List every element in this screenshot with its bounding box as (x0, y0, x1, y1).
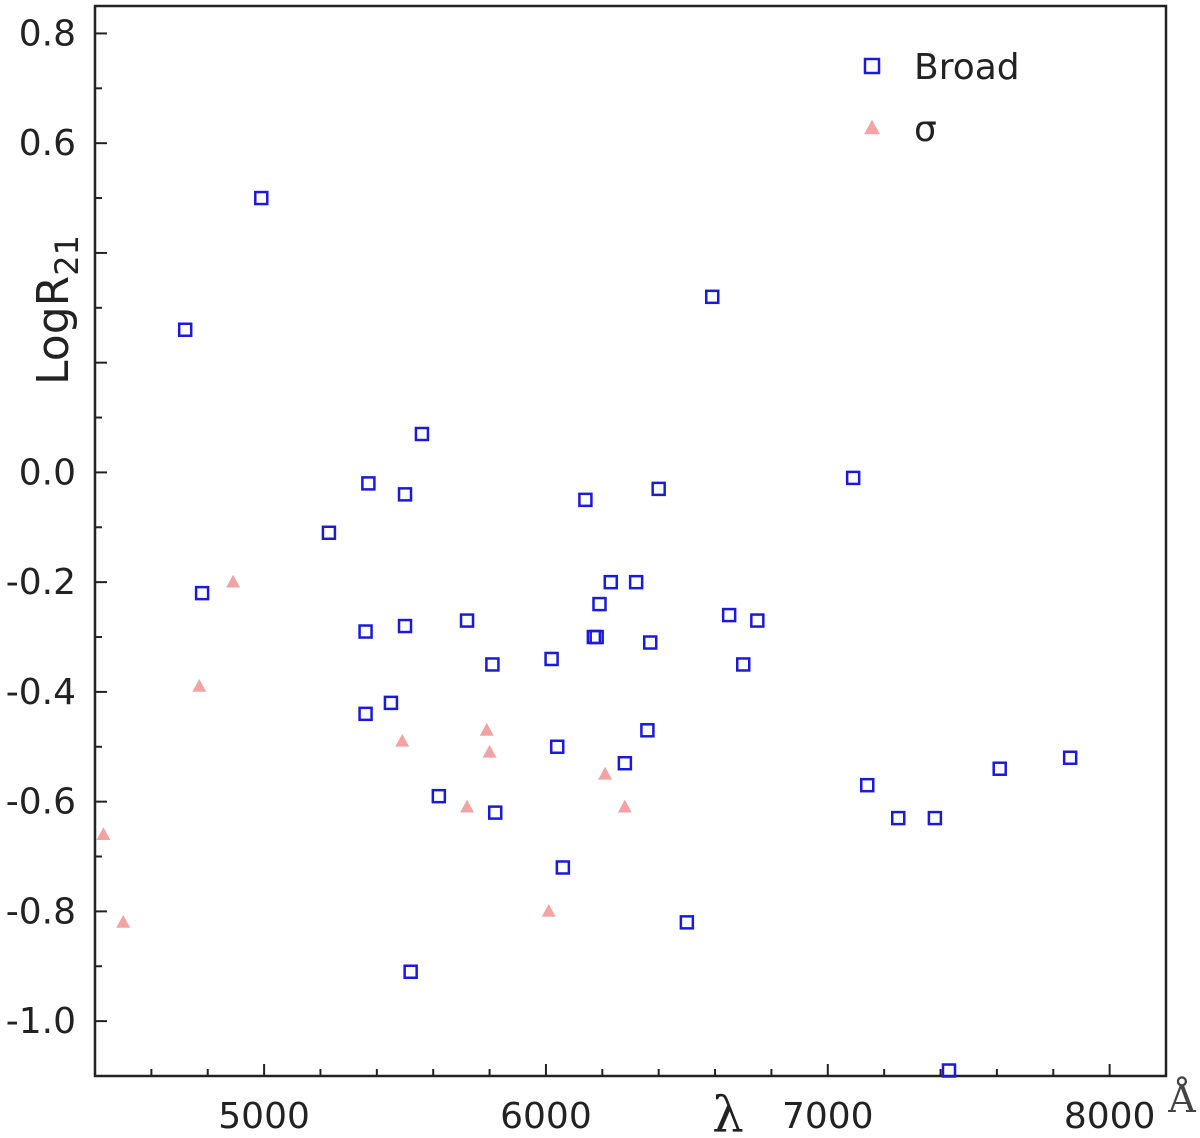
broad-point (617, 755, 633, 771)
broad-point (592, 596, 607, 612)
broad-point (177, 322, 193, 337)
series-broad (177, 190, 1078, 1078)
sigma-point (598, 766, 613, 780)
broad-point (704, 289, 720, 305)
x-tick-label: 7000 (782, 1096, 874, 1137)
legend-marker (863, 57, 881, 75)
y-tick-label: -0.4 (6, 672, 76, 713)
broad-point (254, 190, 269, 206)
x-tick-label: 6000 (500, 1096, 592, 1137)
x-tick-label: 8000 (1064, 1096, 1156, 1137)
legend-label: σ (914, 109, 937, 150)
sigma-point (617, 799, 632, 813)
broad-point (845, 470, 861, 486)
broad-point (414, 426, 430, 442)
broad-point (555, 860, 571, 875)
broad-point (194, 585, 210, 601)
broad-point (651, 481, 666, 497)
sigma-point (395, 733, 410, 747)
sigma-point (116, 914, 131, 928)
sigma-point (192, 679, 207, 692)
broad-point (1062, 750, 1078, 765)
broad-point (735, 657, 751, 672)
broad-point (361, 476, 376, 491)
broad-point (431, 788, 447, 804)
broad-point (642, 635, 658, 650)
y-axis-label-main: LogR (28, 276, 79, 385)
y-tick-label: 0.0 (19, 452, 76, 493)
sigma-point (226, 574, 241, 588)
y-tick-label: 0.8 (19, 13, 76, 54)
x-axis: 5000 6000 7000 8000 (94, 1064, 1167, 1137)
broad-point (397, 487, 413, 502)
sigma-point (96, 827, 111, 840)
broad-point (603, 574, 619, 590)
broad-point (750, 613, 765, 628)
broad-point (487, 805, 503, 820)
broad-point (485, 657, 500, 672)
broad-point (941, 1063, 957, 1078)
broad-point (891, 810, 906, 826)
broad-point (859, 777, 875, 793)
legend: Broad σ (863, 47, 1020, 150)
y-axis-label: LogR21 (28, 235, 86, 385)
broad-point (321, 525, 337, 541)
legend-marker (864, 119, 880, 135)
broad-point (403, 964, 418, 979)
broad-point (383, 695, 399, 711)
legend-label: Broad (914, 47, 1020, 88)
broad-point (459, 613, 475, 628)
y-tick-label: -0.6 (6, 782, 76, 823)
broad-point (549, 739, 565, 755)
sigma-point (460, 799, 475, 813)
y-tick-label: 0.6 (19, 123, 76, 164)
plot-frame (93, 4, 1168, 1078)
sigma-point (482, 744, 497, 758)
series-layer (96, 190, 1078, 1078)
x-axis-unit: Å (1167, 1077, 1196, 1121)
sigma-point (479, 722, 494, 736)
y-tick-label: -0.2 (6, 562, 76, 603)
sigma-point (541, 903, 556, 917)
broad-point (544, 651, 559, 667)
broad-point (927, 810, 943, 826)
y-tick-label: -1.0 (6, 1001, 76, 1042)
y-axis: 0.8 0.6 0.0 -0.2 -0.4 -0.6 -0.8 -1.0 (6, 13, 107, 1077)
broad-point (358, 624, 373, 639)
series-sigma (96, 574, 632, 928)
broad-point (578, 492, 593, 508)
broad-point (358, 706, 373, 722)
broad-point (586, 629, 602, 645)
broad-point (397, 618, 413, 634)
y-axis-label-sub: 21 (48, 235, 86, 276)
x-tick-label: 5000 (218, 1096, 310, 1137)
broad-point (992, 761, 1007, 776)
broad-point (640, 723, 655, 738)
broad-point (679, 915, 695, 930)
broad-point (721, 607, 737, 623)
broad-point (628, 574, 644, 590)
y-tick-label: -0.8 (6, 891, 76, 932)
x-axis-label: λ (712, 1086, 744, 1138)
